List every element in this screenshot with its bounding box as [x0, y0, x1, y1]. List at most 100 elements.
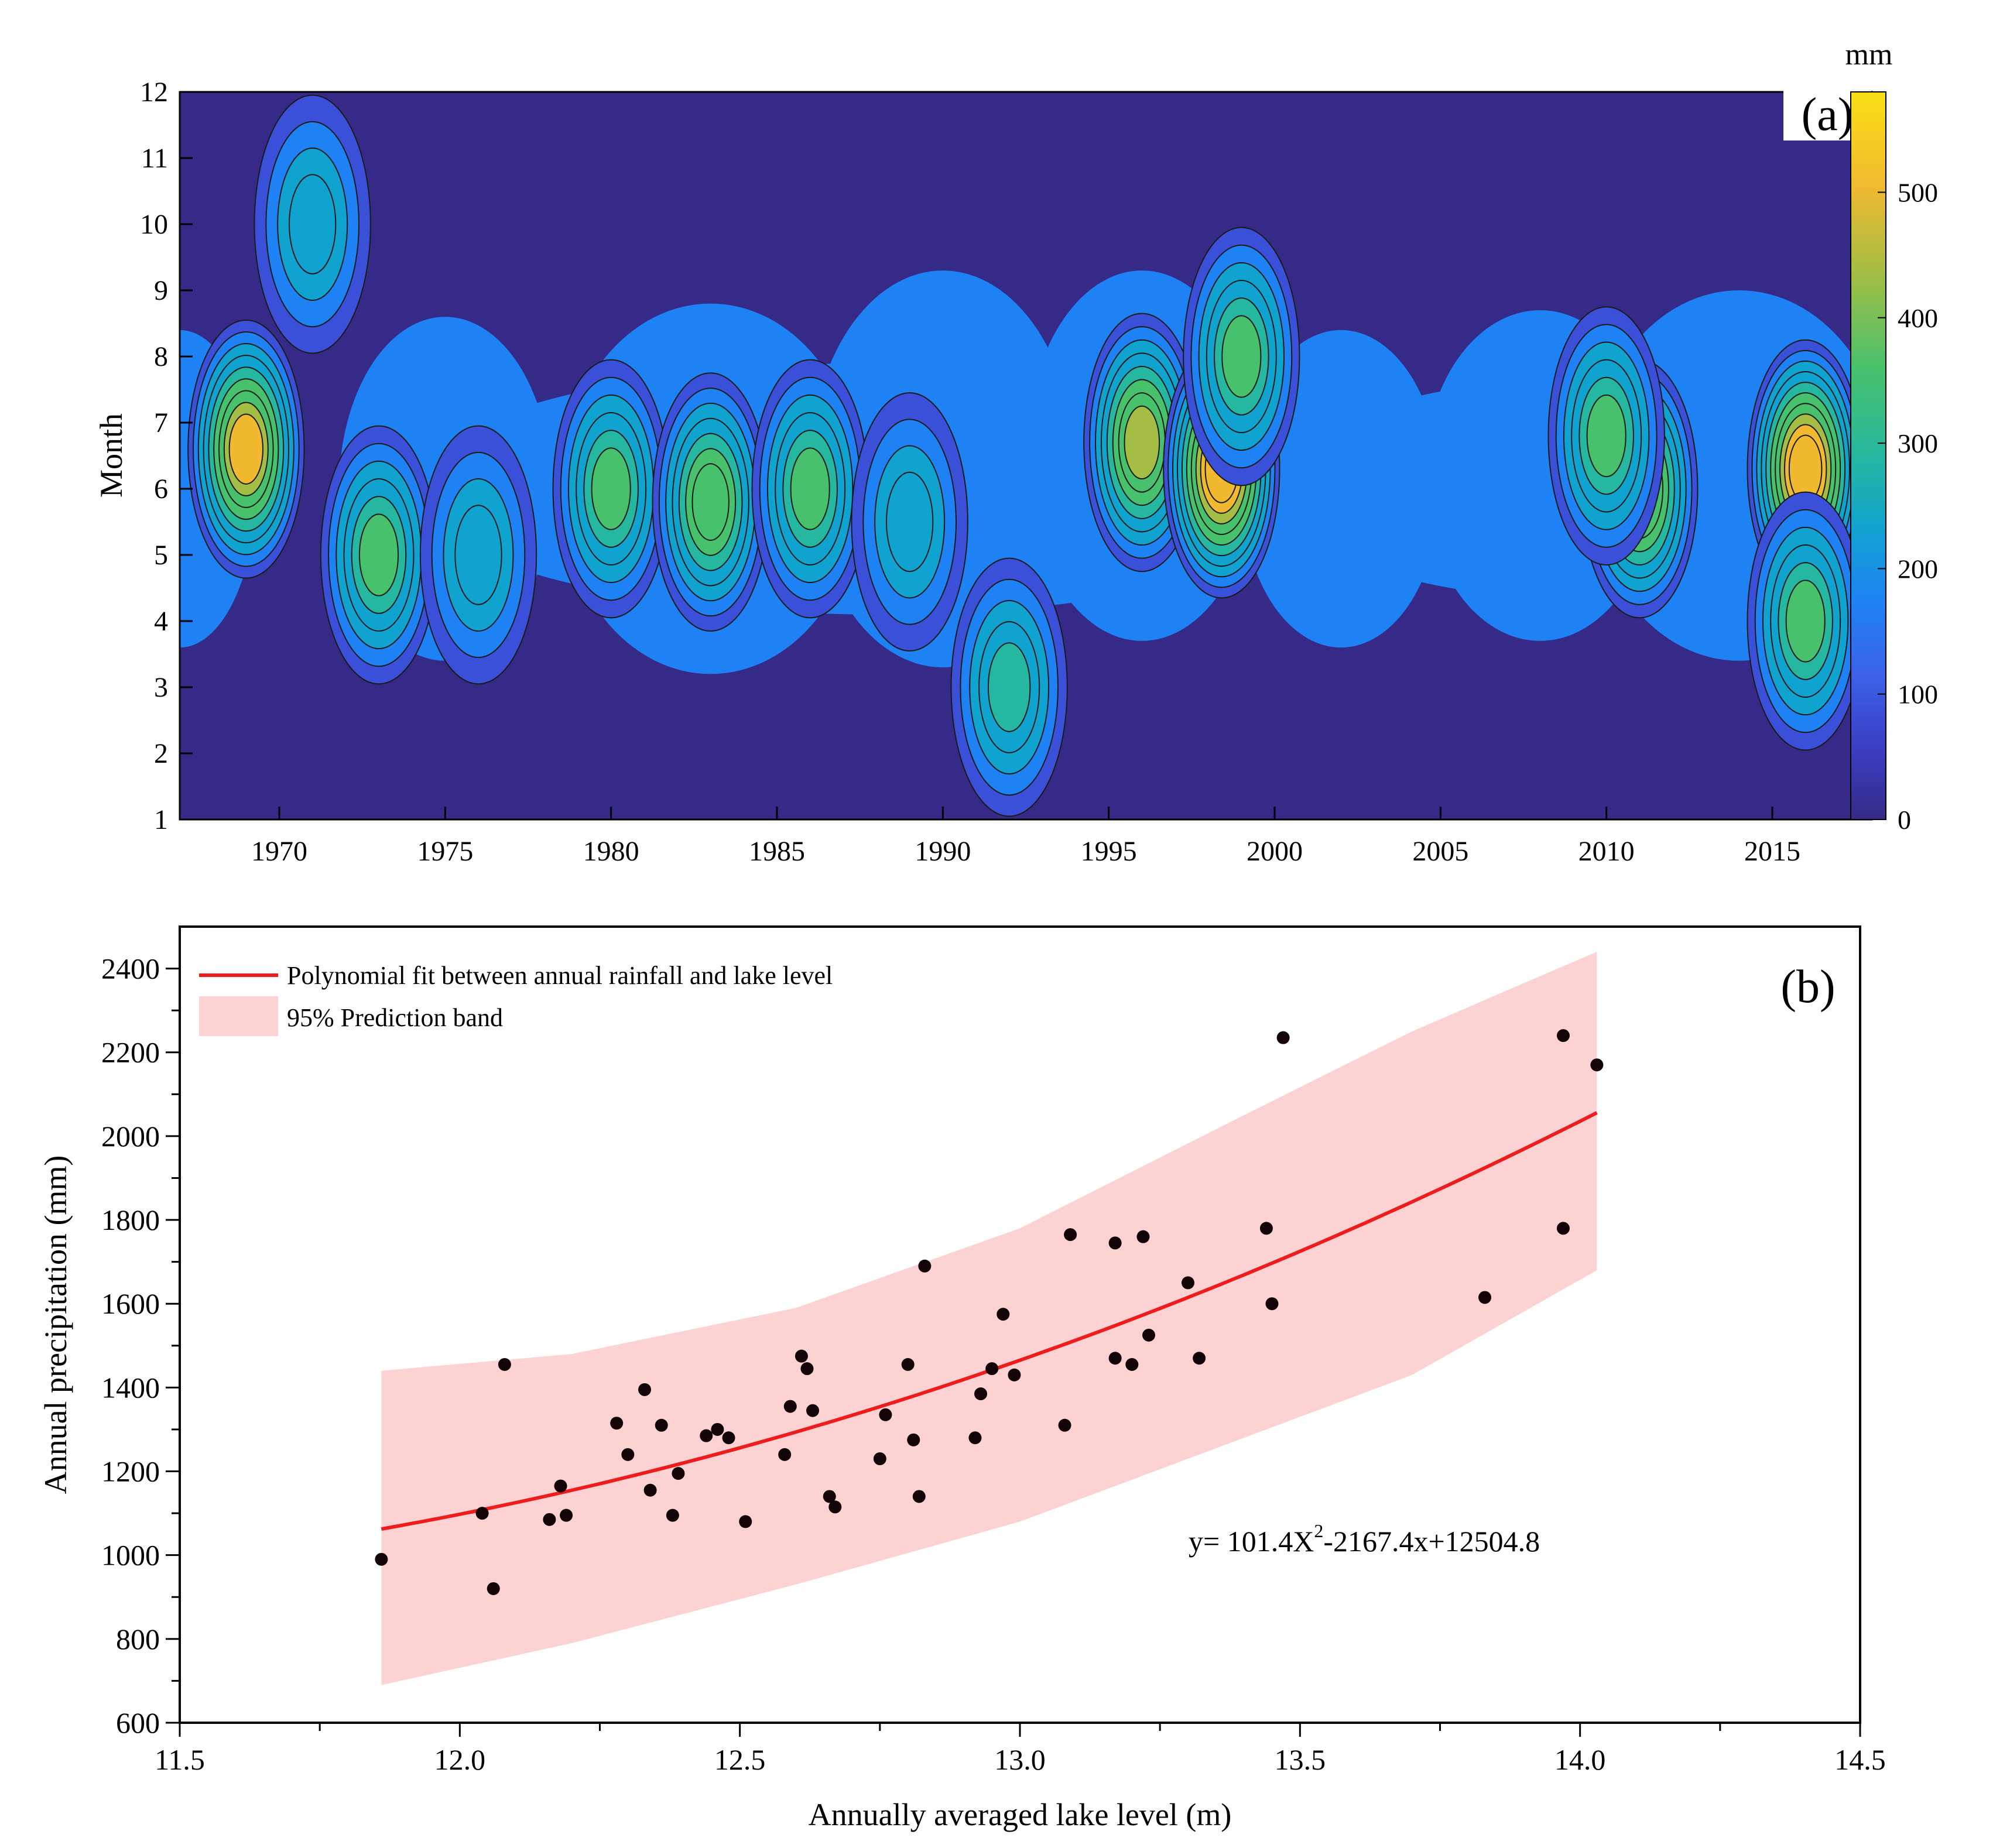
contour-hotspot: [320, 425, 438, 685]
panel-a-label: (a): [1802, 89, 1854, 140]
data-point: [700, 1429, 713, 1442]
data-point: [1556, 1029, 1570, 1043]
data-point: [543, 1513, 556, 1526]
data-point: [912, 1490, 926, 1503]
x-tick-label: 1975: [417, 836, 473, 867]
data-point: [907, 1433, 920, 1446]
y-tick-label: 6: [154, 474, 168, 505]
x-tick-label: 2000: [1247, 836, 1303, 867]
scatter-points: [375, 1029, 1604, 1595]
data-point: [621, 1448, 635, 1461]
y-tick-label: 1600: [101, 1287, 160, 1320]
contour-ring: [358, 513, 399, 596]
colorbar-tick-label: 0: [1898, 805, 1911, 835]
contour-hotspot: [254, 94, 371, 354]
contour-hotspot: [419, 425, 537, 685]
contour-hotspot: [552, 359, 670, 619]
y-tick-label: 800: [116, 1623, 160, 1655]
x-tick-label: 14.5: [1834, 1743, 1886, 1776]
legend: Polynomial fit between annual rainfall a…: [199, 961, 833, 1036]
y-tick-label: 1400: [101, 1371, 160, 1404]
x-tick-label: 1980: [583, 836, 639, 867]
x-tick-label: 14.0: [1554, 1743, 1606, 1776]
data-point: [487, 1582, 500, 1595]
data-point: [778, 1448, 792, 1461]
heatmap-y-axis-label: Month: [94, 413, 129, 498]
data-point: [1556, 1222, 1570, 1235]
data-point: [643, 1483, 657, 1497]
data-point: [918, 1259, 932, 1273]
panel-b-label: (b): [1780, 961, 1835, 1013]
data-point: [879, 1408, 892, 1421]
y-tick-label: 2000: [101, 1120, 160, 1153]
contour-hotspot: [187, 319, 305, 579]
heatmap-x-axis: 1970 1975 1980 1985 1990 1995 2000 2005 2010 2015: [251, 807, 1800, 867]
data-point: [1136, 1230, 1150, 1243]
y-tick-label: 11: [141, 143, 168, 174]
x-tick-label: 13.5: [1275, 1743, 1326, 1776]
contour-ring: [1124, 405, 1160, 480]
data-point: [638, 1383, 652, 1396]
y-tick-label: 7: [154, 407, 168, 438]
x-tick-label: 2015: [1744, 836, 1800, 867]
panel-b-scatter: 11.5 12.0 12.5 13.0 13.5 14.0 14.5 600 800 1000 1…: [38, 925, 1886, 1832]
data-point: [1590, 1058, 1604, 1072]
colorbar-tick-label: 500: [1898, 177, 1938, 207]
x-tick-label: 2010: [1578, 836, 1635, 867]
contour-hotspot: [751, 359, 869, 619]
data-point: [1182, 1276, 1194, 1290]
legend-band-swatch: [199, 996, 278, 1036]
x-tick-label: 11.5: [155, 1743, 205, 1776]
y-tick-label: 9: [154, 275, 168, 306]
y-tick-label: 8: [154, 341, 168, 372]
x-tick-label: 12.5: [714, 1743, 766, 1776]
contour-ring: [886, 471, 934, 572]
colorbar-tick-label: 200: [1898, 554, 1938, 584]
data-point: [974, 1387, 988, 1401]
contour-ring: [228, 413, 263, 485]
contour-hotspot: [851, 392, 968, 652]
data-point: [1008, 1368, 1021, 1381]
data-point: [806, 1404, 820, 1417]
data-point: [1193, 1352, 1206, 1365]
prediction-band: [381, 951, 1597, 1685]
data-point: [475, 1507, 489, 1520]
colorbar-title: mm: [1845, 38, 1893, 71]
data-point: [722, 1431, 735, 1445]
x-tick-label: 1990: [915, 836, 971, 867]
y-tick-label: 2: [154, 738, 168, 769]
y-tick-label: 1000: [101, 1539, 160, 1572]
x-tick-label: 1995: [1081, 836, 1137, 867]
contour-ring: [1586, 394, 1627, 478]
data-point: [1265, 1297, 1279, 1311]
contour-ring: [591, 447, 631, 530]
legend-band-label: 95% Prediction band: [287, 1003, 503, 1032]
y-tick-label: 600: [116, 1706, 160, 1739]
contour-hotspot: [1083, 313, 1201, 572]
fit-equation: y= 101.4X2-2167.4x+12504.8: [1189, 1520, 1540, 1558]
data-point: [968, 1431, 982, 1445]
fit-equation-main: y= 101.4X: [1189, 1525, 1314, 1558]
data-point: [1276, 1031, 1290, 1044]
heatmap-contours: [180, 94, 1872, 817]
scatter-x-axis-label: Annually averaged lake level (m): [809, 1797, 1232, 1832]
contour-hotspot: [1183, 227, 1300, 486]
colorbar: mm 0 100 200 300 400 500: [1845, 38, 1938, 835]
scatter-x-axis: 11.5 12.0 12.5 13.0 13.5 14.0 14.5: [155, 1723, 1886, 1776]
x-tick-label: 12.0: [434, 1743, 486, 1776]
data-point: [800, 1362, 814, 1376]
contour-hotspot: [652, 372, 769, 632]
y-tick-label: 12: [140, 77, 168, 108]
colorbar-gradient: [1850, 91, 1886, 820]
colorbar-tick-label: 100: [1898, 680, 1938, 709]
contour-ring: [790, 447, 830, 530]
data-point: [375, 1552, 388, 1566]
fit-equation-sup: 2: [1314, 1520, 1323, 1541]
contour-ring: [454, 505, 502, 605]
data-point: [828, 1500, 842, 1514]
data-point: [1064, 1228, 1077, 1242]
data-point: [554, 1479, 567, 1493]
contour-ring: [1785, 580, 1826, 663]
